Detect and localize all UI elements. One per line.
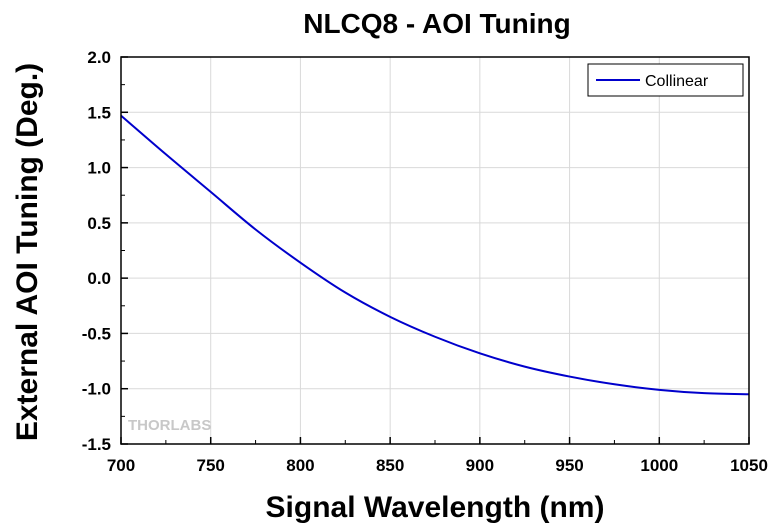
- y-tick-label: 0.0: [87, 269, 111, 288]
- x-tick-label: 750: [197, 456, 225, 475]
- thorlabs-watermark: THORLABS: [128, 417, 211, 434]
- y-tick-label: 1.0: [87, 159, 111, 178]
- x-tick-label: 1000: [640, 456, 678, 475]
- y-axis-label: External AOI Tuning (Deg.): [11, 63, 44, 441]
- x-axis-label: Signal Wavelength (nm): [266, 491, 605, 524]
- y-tick-label: 0.5: [87, 214, 111, 233]
- ticks: [120, 56, 750, 445]
- x-tick-label: 800: [286, 456, 314, 475]
- chart-title: NLCQ8 - AOI Tuning: [303, 8, 571, 39]
- legend-entry-collinear: Collinear: [645, 73, 709, 90]
- y-tick-label: -1.0: [82, 380, 111, 399]
- x-tick-label: 900: [466, 456, 494, 475]
- x-tick-label: 850: [376, 456, 404, 475]
- series-layer: [120, 114, 750, 396]
- y-tick-label: 2.0: [87, 48, 111, 67]
- series-line-collinear: [120, 114, 750, 396]
- x-tick-label: 1050: [730, 456, 768, 475]
- legend: Collinear: [587, 63, 744, 97]
- y-tick-label: -1.5: [82, 435, 111, 454]
- x-tick-labels: 700 750 800 850 900 950 1000 1050: [107, 456, 768, 475]
- plot-frame: [120, 56, 750, 445]
- x-tick-label: 700: [107, 456, 135, 475]
- y-tick-label: -0.5: [82, 324, 111, 343]
- y-tick-labels: -1.5 -1.0 -0.5 0.0 0.5 1.0 1.5 2.0: [82, 48, 111, 454]
- grid: [120, 56, 750, 445]
- x-tick-label: 950: [555, 456, 583, 475]
- y-tick-label: 1.5: [87, 103, 111, 122]
